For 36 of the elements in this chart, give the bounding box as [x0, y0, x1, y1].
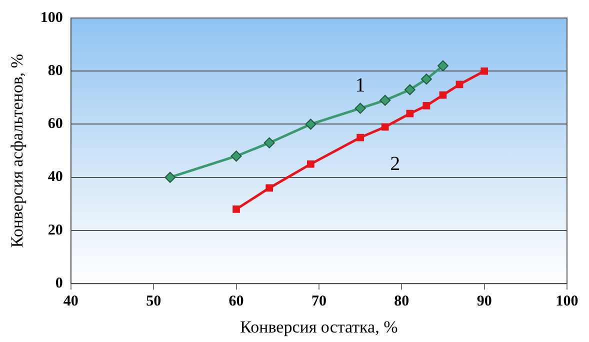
point: [305, 118, 316, 130]
x-tick-label: 50: [146, 293, 162, 310]
point: [437, 60, 448, 72]
point: [439, 91, 447, 99]
point: [164, 172, 176, 183]
point: [420, 74, 432, 85]
point: [422, 102, 430, 110]
y-tick-label: 0: [55, 275, 63, 292]
x-axis-title: Конверсия остатка, %: [240, 317, 398, 336]
y-axis-title: Конверсия асфальтенов, %: [8, 54, 27, 248]
point: [380, 94, 391, 106]
point: [406, 110, 414, 118]
point: [232, 206, 240, 213]
point: [356, 134, 364, 142]
point: [230, 150, 242, 162]
x-tick-label: 70: [311, 293, 326, 310]
point: [266, 184, 274, 192]
series-label: 1: [355, 74, 366, 97]
point: [480, 67, 488, 75]
point: [456, 80, 464, 88]
y-tick-label: 40: [48, 169, 63, 186]
x-tick-label: 90: [476, 293, 492, 310]
x-tick-label: 40: [63, 293, 78, 310]
point: [354, 102, 366, 114]
point: [404, 84, 416, 96]
x-tick-label: 80: [394, 293, 410, 310]
series-label: 2: [390, 153, 400, 176]
y-tick-label: 20: [48, 222, 63, 238]
point: [307, 160, 314, 168]
x-tick-label: 60: [228, 293, 244, 310]
x-tick-label: 100: [556, 293, 578, 310]
y-tick-label: 80: [48, 62, 63, 79]
y-tick-label: 60: [48, 116, 63, 132]
point: [264, 137, 275, 148]
point: [381, 123, 389, 131]
y-tick-label: 100: [40, 10, 63, 26]
